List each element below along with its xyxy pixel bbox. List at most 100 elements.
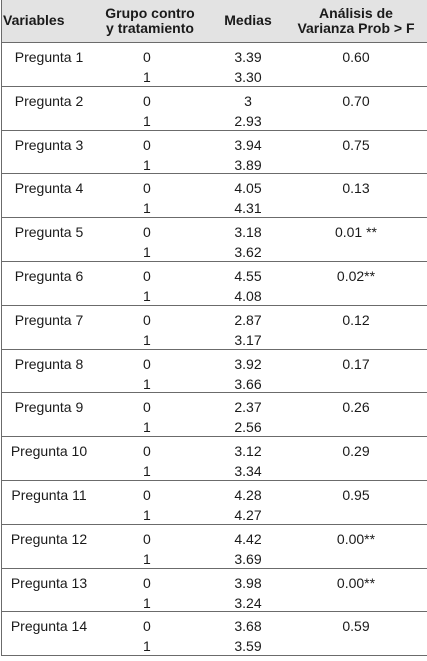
- cell-media-1: 4.27: [234, 506, 262, 523]
- cell-media-1: 3.89: [234, 156, 262, 173]
- cell-prob-f: 0.60: [342, 49, 370, 65]
- table-row: Pregunta 14 0 1 3.68 3.59 0.59: [2, 612, 427, 655]
- cell-media-1: 3.24: [234, 594, 262, 611]
- cell-media-1: 3.59: [234, 638, 262, 655]
- table-row: Pregunta 12 0 1 4.42 3.69 0.00**: [2, 525, 427, 569]
- cell-variable: Pregunta 8: [14, 355, 84, 372]
- cell-variable: Pregunta 5: [14, 224, 84, 241]
- cell-group-0: 0: [143, 92, 151, 109]
- cell-group-1: 1: [143, 112, 151, 129]
- cell-group-1: 1: [143, 156, 151, 173]
- table-row: Pregunta 7 0 1 2.87 3.17 0.12: [2, 306, 427, 350]
- cell-media-0: 3.94: [234, 136, 262, 153]
- cell-variable: Pregunta 10: [10, 443, 88, 460]
- table-header: Variables Grupo contro y tratamiento Med…: [2, 0, 427, 43]
- cell-variable: Pregunta 4: [14, 180, 84, 197]
- cell-media-1: 2.56: [234, 419, 262, 436]
- cell-group-0: 0: [143, 311, 151, 328]
- cell-variable: Pregunta 11: [11, 486, 87, 503]
- cell-media-1: 4.08: [234, 287, 262, 304]
- cell-media-1: 3.69: [234, 550, 262, 567]
- cell-prob-f: 0.75: [342, 136, 370, 153]
- cell-media-1: 3.30: [234, 69, 262, 85]
- header-anova-line2: Varianza Prob > F: [297, 20, 415, 36]
- cell-media-0: 3.68: [234, 618, 262, 635]
- cell-media-0: 4.28: [234, 486, 262, 503]
- cell-media-1: 2.93: [234, 112, 262, 129]
- cell-variable: Pregunta 6: [14, 267, 84, 284]
- cell-prob-f: 0.95: [342, 486, 370, 503]
- cell-group-1: 1: [143, 200, 151, 217]
- table-row: Pregunta 10 0 1 3.12 3.34 0.29: [2, 437, 427, 481]
- header-grupo-line2: y tratamiento: [106, 20, 194, 36]
- cell-group-0: 0: [143, 399, 151, 416]
- header-medias: Medias: [224, 12, 272, 28]
- cell-media-1: 3.17: [234, 331, 262, 348]
- cell-media-0: 2.37: [234, 399, 262, 416]
- cell-group-1: 1: [143, 244, 151, 261]
- table-row: Pregunta 13 0 1 3.98 3.24 0.00**: [2, 569, 427, 613]
- table-row: Pregunta 2 0 1 3 2.93 0.70: [2, 87, 427, 131]
- cell-variable: Pregunta 1: [14, 49, 84, 65]
- cell-media-1: 4.31: [234, 200, 262, 217]
- cell-prob-f: 0.00**: [336, 530, 376, 547]
- cell-variable: Pregunta 3: [14, 136, 84, 153]
- cell-prob-f: 0.29: [342, 443, 370, 460]
- cell-group-0: 0: [143, 530, 151, 547]
- cell-media-1: 3.34: [234, 463, 262, 480]
- cell-group-0: 0: [143, 180, 151, 197]
- cell-media-0: 3.98: [234, 574, 262, 591]
- cell-media-1: 3.62: [234, 244, 262, 261]
- cell-variable: Pregunta 12: [10, 530, 88, 547]
- cell-group-1: 1: [143, 550, 151, 567]
- cell-media-0: 2.87: [234, 311, 262, 328]
- cell-group-1: 1: [143, 375, 151, 392]
- cell-variable: Pregunta 2: [14, 92, 84, 109]
- cell-prob-f: 0.12: [342, 311, 370, 328]
- cell-media-0: 3.92: [234, 355, 262, 372]
- header-anova: Análisis de Varianza Prob > F: [291, 6, 421, 36]
- table-row: Pregunta 11 0 1 4.28 4.27 0.95: [2, 481, 427, 525]
- table-row: Pregunta 4 0 1 4.05 4.31 0.13: [2, 174, 427, 219]
- cell-group-0: 0: [143, 443, 151, 460]
- cell-group-1: 1: [143, 506, 151, 523]
- cell-group-1: 1: [143, 69, 151, 85]
- cell-media-0: 3.39: [234, 49, 262, 65]
- cell-prob-f: 0.13: [342, 180, 370, 197]
- cell-media-0: 4.05: [234, 180, 262, 197]
- cell-group-0: 0: [143, 574, 151, 591]
- cell-group-1: 1: [143, 419, 151, 436]
- cell-group-1: 1: [143, 463, 151, 480]
- cell-group-0: 0: [143, 618, 151, 635]
- cell-media-0: 3: [244, 92, 252, 109]
- cell-media-0: 3.12: [234, 443, 262, 460]
- cell-variable: Pregunta 13: [10, 574, 88, 591]
- cell-media-0: 4.55: [234, 267, 262, 284]
- cell-group-0: 0: [143, 486, 151, 503]
- header-grupo-line1: Grupo contro: [105, 5, 195, 21]
- cell-variable: Pregunta 9: [14, 399, 84, 416]
- cell-prob-f: 0.01 **: [334, 224, 378, 241]
- cell-group-0: 0: [143, 49, 151, 65]
- cell-group-1: 1: [143, 638, 151, 655]
- cell-group-0: 0: [143, 136, 151, 153]
- cell-variable: Pregunta 7: [14, 311, 84, 328]
- cell-prob-f: 0.26: [342, 399, 370, 416]
- cell-prob-f: 0.59: [342, 618, 370, 635]
- cell-group-1: 1: [143, 594, 151, 611]
- header-grupo: Grupo contro y tratamiento: [94, 6, 206, 36]
- cell-group-1: 1: [143, 287, 151, 304]
- table-row: Pregunta 8 0 1 3.92 3.66 0.17: [2, 350, 427, 394]
- cell-prob-f: 0.17: [342, 355, 370, 372]
- header-anova-line1: Análisis de: [319, 5, 393, 21]
- header-variables: Variables: [3, 12, 65, 28]
- cell-media-0: 4.42: [234, 530, 262, 547]
- table-row: Pregunta 5 0 1 3.18 3.62 0.01 **: [2, 218, 427, 262]
- cell-group-0: 0: [143, 224, 151, 241]
- cell-media-1: 3.66: [234, 375, 262, 392]
- cell-media-0: 3.18: [234, 224, 262, 241]
- table-row: Pregunta 3 0 1 3.94 3.89 0.75: [2, 131, 427, 175]
- cell-group-0: 0: [143, 355, 151, 372]
- table-row: Pregunta 6 0 1 4.55 4.08 0.02**: [2, 262, 427, 306]
